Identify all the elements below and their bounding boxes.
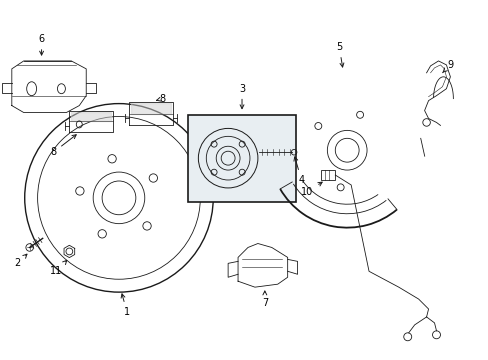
Bar xyxy=(321,170,335,180)
Text: 5: 5 xyxy=(335,42,343,67)
Text: 4: 4 xyxy=(293,157,304,185)
FancyBboxPatch shape xyxy=(188,114,295,202)
Text: 8: 8 xyxy=(50,135,76,157)
Text: 9: 9 xyxy=(442,60,452,73)
Text: 7: 7 xyxy=(261,291,267,308)
Text: 8: 8 xyxy=(156,94,165,104)
Text: 6: 6 xyxy=(39,34,44,55)
Text: 11: 11 xyxy=(50,260,66,276)
Text: 1: 1 xyxy=(121,294,130,317)
Text: 3: 3 xyxy=(239,84,244,109)
Text: 10: 10 xyxy=(301,182,322,197)
Text: 2: 2 xyxy=(15,254,27,268)
